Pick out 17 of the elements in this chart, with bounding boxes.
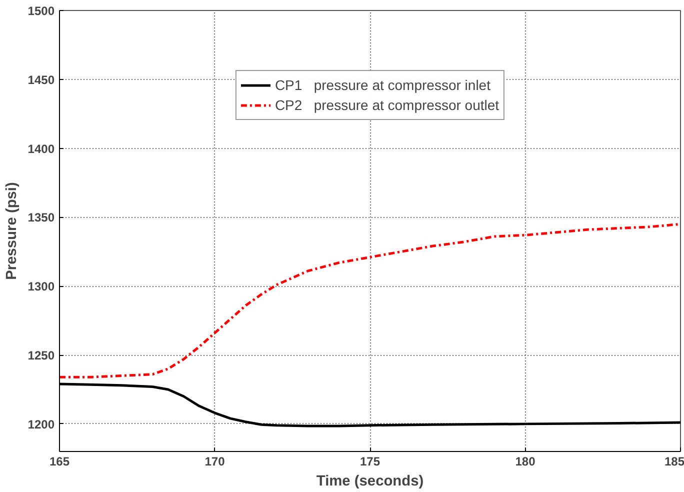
x-tick-label: 175 — [360, 454, 380, 468]
x-tick-label: 180 — [515, 454, 536, 468]
x-tick-label: 185 — [664, 454, 684, 468]
x-tick-label: 165 — [49, 454, 70, 468]
x-axis-title: Time (seconds) — [316, 474, 424, 490]
legend-label: CP1 pressure at compressor inlet — [274, 77, 490, 93]
y-tick-label: 1300 — [28, 280, 55, 294]
y-tick-label: 1400 — [28, 142, 55, 156]
line-series — [60, 222, 680, 378]
legend-label: CP2 pressure at compressor outlet — [274, 97, 500, 113]
y-tick-label: 1450 — [28, 72, 55, 87]
y-tick-label: 1350 — [28, 210, 55, 225]
y-tick-label: 1200 — [28, 417, 55, 432]
y-axis-title: Pressure (psi) — [4, 182, 20, 280]
y-tick-label: 1500 — [28, 4, 55, 18]
y-tick-label: 1250 — [28, 348, 55, 363]
x-tick-label: 170 — [204, 454, 226, 468]
